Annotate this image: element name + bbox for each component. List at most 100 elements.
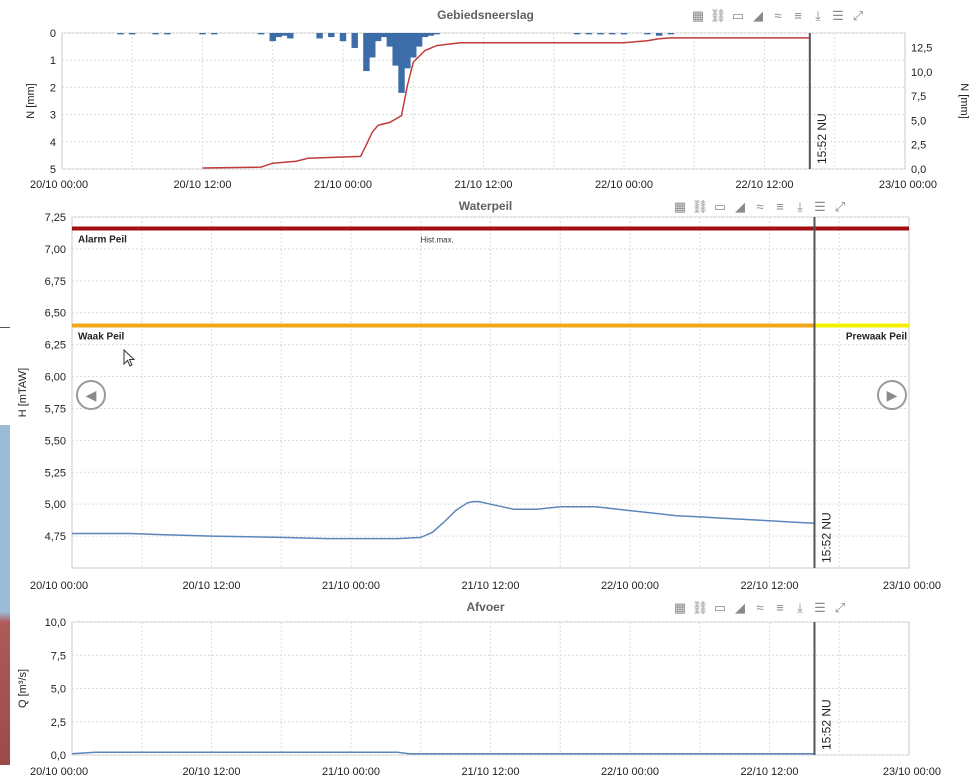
x-tick-label: 22/10 12:00	[740, 766, 798, 778]
x-tick-label: 20/10 00:00	[30, 580, 88, 592]
waterlevel-chart: 20/10 00:00 20/10 12:00 21/10 00:00 21/10 1…	[17, 212, 941, 592]
y2-axis-label: N [mm]	[958, 83, 970, 118]
link-icon[interactable]: ⛓	[709, 8, 727, 23]
x-tick-label: 21/10 00:00	[322, 580, 380, 592]
y2-tick-label: 10,0	[911, 67, 932, 79]
series-line	[71, 751, 815, 755]
y-tick-label: 10,0	[45, 617, 66, 629]
rain-bar	[164, 33, 171, 35]
rain-bar	[199, 33, 206, 35]
y-axis-label: H [mTAW]	[17, 368, 29, 418]
y-tick-label: 0,0	[51, 750, 66, 762]
link-icon[interactable]: ⛓	[691, 600, 709, 615]
rain-bar	[380, 33, 388, 38]
background-window-strip	[0, 425, 10, 765]
rain-bar	[597, 33, 604, 35]
rainfall-chart: 20/10 00:00 20/10 12:00 21/10 00:00 21/10 1…	[25, 28, 970, 191]
x-tick-label: 20/10 00:00	[30, 766, 88, 778]
y-tick-label: 3	[50, 110, 56, 122]
x-tick-label: 22/10 12:00	[735, 179, 793, 191]
x-tick-label: 21/10 00:00	[322, 766, 380, 778]
y-tick-label: 2	[50, 82, 56, 94]
waterlevel-panel: Waterpeil ▦ ⛓ ▭ ◢ ≈ ≡ ⤓ ☰ ⤢ 20/10 00:00 20/10 12:…	[0, 195, 971, 595]
now-label: 15:52 NU	[819, 512, 833, 563]
x-tick-label: 23/10 00:00	[883, 580, 941, 592]
expand-icon[interactable]: ⤢	[834, 600, 846, 615]
chart-title: Afvoer	[466, 600, 505, 614]
download-icon[interactable]: ⤓	[797, 600, 803, 615]
x-tick-label: 21/10 12:00	[461, 766, 519, 778]
comment-icon[interactable]: ▭	[713, 600, 727, 615]
x-tick-label: 20/10 00:00	[30, 179, 88, 191]
grid-icon[interactable]: ▦	[673, 600, 687, 615]
trend-icon[interactable]: ≈	[756, 199, 764, 214]
y-tick-label: 5,25	[45, 467, 66, 479]
list-icon[interactable]: ☰	[832, 8, 844, 23]
y-tick-label: 5,00	[45, 499, 66, 511]
y-tick-label: 6,50	[45, 308, 66, 320]
y-tick-label: 0	[50, 28, 56, 40]
area-chart-icon[interactable]: ◢	[735, 199, 745, 214]
rain-bar	[573, 33, 581, 35]
menu-icon[interactable]: ≡	[776, 199, 784, 214]
download-icon[interactable]: ⤓	[815, 8, 821, 23]
comment-icon[interactable]: ▭	[713, 199, 727, 214]
rain-bar	[152, 33, 159, 35]
rain-bar	[433, 33, 440, 35]
comment-icon[interactable]: ▭	[731, 8, 745, 23]
chevron-left-icon: ◀	[85, 386, 97, 403]
chart-toolbar: ▦ ⛓ ▭ ◢ ≈ ≡ ⤓ ☰ ⤢	[672, 600, 848, 616]
x-tick-label: 23/10 00:00	[879, 179, 937, 191]
x-tick-label: 21/10 00:00	[314, 179, 372, 191]
area-chart-icon[interactable]: ◢	[753, 8, 763, 23]
y-tick-label: 4,75	[45, 531, 66, 543]
x-tick-label: 22/10 00:00	[601, 766, 659, 778]
grid-icon[interactable]: ▦	[673, 199, 687, 214]
list-icon[interactable]: ☰	[814, 199, 826, 214]
y-tick-label: 7,00	[45, 244, 66, 256]
rain-bar	[287, 33, 294, 39]
rain-bar	[644, 33, 651, 35]
y2-tick-label: 2,5	[911, 140, 926, 152]
rainfall-panel: Gebiedsneerslag ▦ ⛓ ▭ ◢ ≈ ≡ ⤓ ☰ ⤢ 20/10 00:00 20/…	[0, 0, 971, 195]
discharge-panel: Afvoer ▦ ⛓ ▭ ◢ ≈ ≡ ⤓ ☰ ⤢ 20/10 00:00 20/10 12:00 2…	[0, 595, 971, 784]
y-tick-label: 5,0	[51, 684, 66, 696]
now-label: 15:52 NU	[815, 113, 829, 164]
expand-icon[interactable]: ⤢	[852, 8, 864, 23]
x-tick-label: 21/10 12:00	[454, 179, 512, 191]
rain-bar	[269, 33, 276, 42]
y-tick-label: 5,50	[45, 435, 66, 447]
series-line	[72, 500, 815, 540]
previous-period-button[interactable]: ◀	[76, 380, 106, 410]
trend-icon[interactable]: ≈	[774, 8, 782, 23]
rain-bar	[609, 33, 616, 35]
threshold-label: Prewaak Peil	[846, 331, 907, 342]
list-icon[interactable]: ☰	[814, 600, 826, 615]
rain-bar	[667, 33, 675, 35]
rain-bar	[620, 33, 628, 35]
area-chart-icon[interactable]: ◢	[735, 600, 745, 615]
download-icon[interactable]: ⤓	[797, 199, 803, 214]
rain-bar	[415, 33, 423, 47]
x-tick-label: 23/10 00:00	[883, 766, 941, 778]
rain-bar	[585, 33, 593, 35]
x-tick-label: 20/10 12:00	[182, 580, 240, 592]
y-tick-label: 1	[50, 55, 56, 67]
y-tick-label: 7,25	[45, 212, 66, 224]
expand-icon[interactable]: ⤢	[834, 199, 846, 214]
threshold-label: Alarm Peil	[78, 234, 127, 245]
menu-icon[interactable]: ≡	[776, 600, 784, 615]
rain-bar	[210, 33, 218, 35]
y-tick-label: 7,5	[51, 650, 66, 662]
grid-icon[interactable]: ▦	[691, 8, 705, 23]
chart-toolbar: ▦ ⛓ ▭ ◢ ≈ ≡ ⤓ ☰ ⤢	[690, 8, 866, 24]
rain-bar	[410, 33, 417, 58]
next-period-button[interactable]: ▶	[877, 380, 907, 410]
chart-title: Waterpeil	[458, 199, 513, 213]
trend-icon[interactable]: ≈	[756, 600, 764, 615]
y-tick-label: 5,75	[45, 403, 66, 415]
x-tick-label: 21/10 12:00	[461, 580, 519, 592]
menu-icon[interactable]: ≡	[794, 8, 802, 23]
rain-bar	[129, 33, 136, 35]
link-icon[interactable]: ⛓	[691, 199, 709, 214]
